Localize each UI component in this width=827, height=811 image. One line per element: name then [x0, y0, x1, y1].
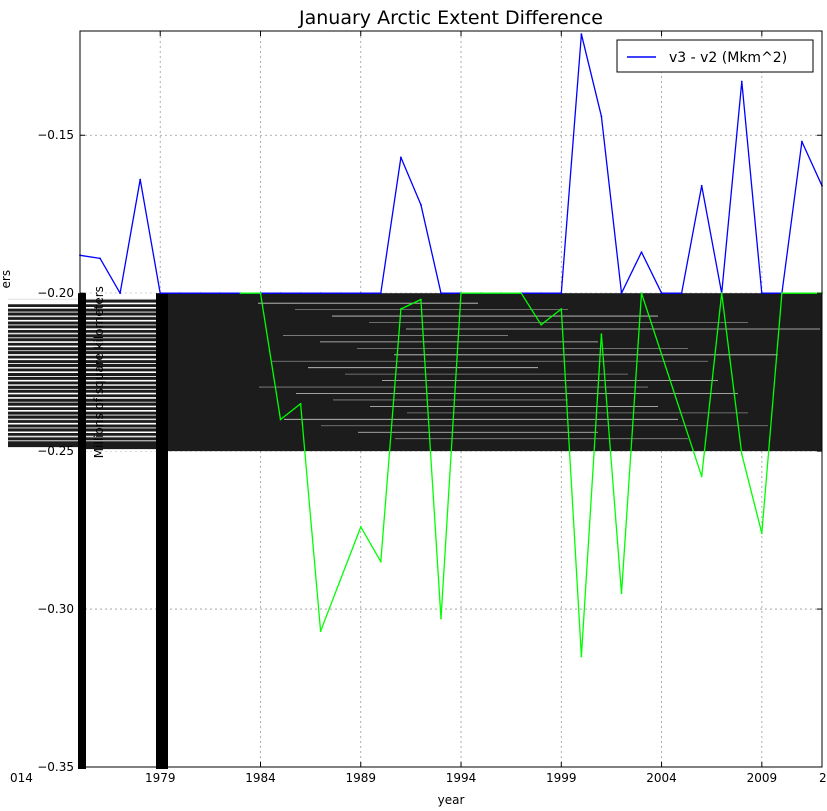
data-point: [540, 323, 543, 326]
data-point: [440, 617, 442, 620]
data-point: [660, 292, 663, 295]
data-point: [620, 592, 623, 595]
x-tick-label: 2009: [747, 771, 778, 785]
render-artifact-band: [0, 293, 827, 769]
legend-label: v3 - v2 (Mkm^2): [669, 50, 787, 66]
y-tick-label: −0.20: [37, 286, 74, 300]
data-point: [259, 292, 262, 295]
data-point: [299, 402, 302, 405]
data-point: [199, 292, 202, 295]
data-point: [620, 292, 623, 295]
data-point: [640, 292, 643, 295]
data-point: [219, 292, 222, 295]
data-point: [760, 292, 763, 295]
x-tick-label-fragment: 2: [819, 771, 827, 785]
y-tick-label: −0.15: [37, 128, 74, 142]
data-point: [640, 251, 643, 254]
artifact-dark-block: [168, 293, 822, 452]
data-point: [379, 560, 382, 563]
data-point: [179, 292, 182, 295]
legend-box: [616, 39, 814, 73]
data-point: [600, 333, 603, 336]
artifact-stripe: [160, 293, 162, 769]
data-point: [801, 140, 803, 143]
data-point: [279, 418, 282, 421]
x-tick-label: 1994: [446, 771, 477, 785]
data-point: [580, 655, 583, 658]
data-point: [460, 292, 462, 295]
x-tick-label: 2004: [646, 771, 677, 785]
data-point: [440, 292, 442, 295]
data-point: [359, 292, 362, 295]
data-point: [359, 526, 362, 528]
data-point: [159, 292, 162, 295]
artifact-stripe: [78, 293, 86, 769]
axes: −0.35 −0.30 −0.25 −0.20 −0.15 1979 1984 1989 199…: [10, 30, 827, 785]
data-point: [760, 532, 763, 535]
data-point: [299, 292, 302, 295]
data-point: [540, 292, 543, 295]
data-point: [520, 292, 523, 295]
data-point: [560, 308, 563, 310]
data-point: [580, 33, 583, 36]
data-point: [399, 308, 402, 310]
y-tick-label: −0.25: [37, 444, 74, 458]
data-point: [560, 292, 563, 295]
data-point: [420, 298, 422, 301]
y-tick-label: −0.35: [37, 760, 74, 774]
x-axis-label: year: [438, 793, 465, 807]
data-point: [600, 115, 603, 118]
data-point: [801, 292, 803, 295]
data-point: [99, 257, 101, 260]
x-tick-label: 1989: [345, 771, 376, 785]
series-group: [79, 33, 823, 658]
data-point: [319, 630, 322, 633]
y-axis-label-fragment: ers: [0, 270, 13, 289]
x-tick-label: 1979: [145, 771, 176, 785]
legend: v3 - v2 (Mkm^2): [616, 39, 814, 73]
data-point: [420, 203, 422, 206]
x-tick-label-fragment: 014: [10, 771, 33, 785]
x-tick-label: 1984: [245, 771, 276, 785]
x-tick-label: 1999: [546, 771, 577, 785]
data-point: [720, 292, 723, 295]
data-point: [700, 475, 703, 478]
data-point: [279, 292, 282, 295]
data-point: [119, 292, 122, 295]
plot-frame: [79, 30, 823, 768]
y-axis-label: Millions of square kilometers: [92, 286, 106, 458]
data-point: [319, 292, 322, 295]
data-point: [780, 292, 783, 295]
data-point: [740, 80, 743, 83]
data-point: [239, 292, 242, 295]
data-point: [339, 292, 342, 295]
data-point: [379, 292, 382, 295]
y-tick-label: −0.30: [37, 602, 74, 616]
data-point: [700, 184, 703, 187]
data-point: [139, 178, 142, 181]
data-point: [399, 156, 402, 159]
data-point: [680, 292, 683, 295]
series-line-0: [79, 33, 823, 294]
data-point: [740, 453, 743, 456]
chart-title: January Arctic Extent Difference: [298, 7, 603, 29]
